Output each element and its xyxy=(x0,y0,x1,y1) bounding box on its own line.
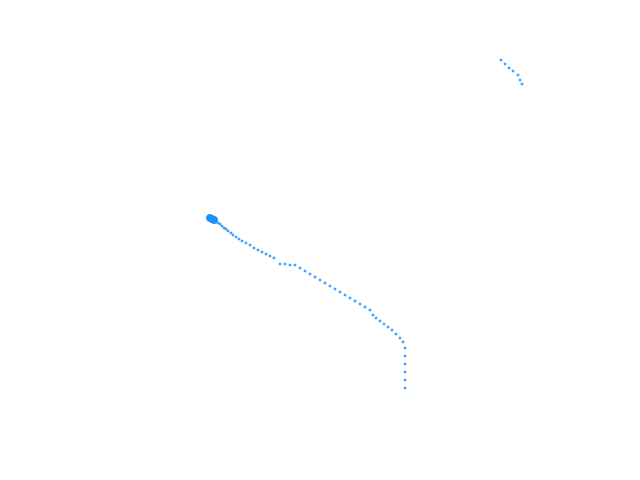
data-point xyxy=(374,316,378,320)
data-point xyxy=(518,78,522,82)
data-point xyxy=(248,243,252,247)
data-point xyxy=(348,296,352,300)
data-point xyxy=(403,386,407,390)
data-point xyxy=(268,254,272,258)
data-point xyxy=(386,325,390,329)
data-point xyxy=(264,252,268,256)
data-point xyxy=(368,308,372,312)
data-point xyxy=(318,278,322,282)
data-point xyxy=(394,332,398,336)
data-point xyxy=(398,336,402,340)
data-point xyxy=(313,275,317,279)
data-point xyxy=(231,233,235,237)
data-point xyxy=(333,287,337,291)
data-point xyxy=(252,246,256,250)
data-point xyxy=(390,328,394,332)
data-point xyxy=(293,263,297,267)
data-point xyxy=(256,248,260,252)
data-point xyxy=(403,354,407,358)
data-point xyxy=(278,262,282,266)
data-point xyxy=(503,62,507,66)
data-point xyxy=(353,299,357,303)
data-point xyxy=(323,281,327,285)
data-point xyxy=(211,220,215,224)
data-point xyxy=(343,293,347,297)
data-point xyxy=(260,250,264,254)
data-point xyxy=(511,69,515,73)
data-point xyxy=(516,73,520,77)
data-point xyxy=(229,231,233,235)
data-point xyxy=(507,66,511,70)
data-point xyxy=(363,305,367,309)
data-point xyxy=(244,241,248,245)
data-point xyxy=(403,378,407,382)
data-point xyxy=(288,263,292,267)
data-point xyxy=(328,284,332,288)
data-point xyxy=(272,256,276,260)
data-point xyxy=(371,313,375,317)
data-point xyxy=(401,340,405,344)
data-point xyxy=(499,58,503,62)
data-point xyxy=(240,239,244,243)
data-point xyxy=(283,262,287,266)
data-point xyxy=(403,346,407,350)
data-point xyxy=(403,370,407,374)
data-point xyxy=(214,219,218,223)
data-points xyxy=(206,58,524,390)
data-point xyxy=(220,224,224,228)
data-point xyxy=(403,362,407,366)
data-point xyxy=(303,269,307,273)
data-point xyxy=(226,229,230,233)
data-point xyxy=(338,290,342,294)
data-point xyxy=(308,272,312,276)
data-point xyxy=(382,322,386,326)
data-point xyxy=(237,237,241,241)
data-point xyxy=(298,266,302,270)
data-point xyxy=(218,222,222,226)
data-point xyxy=(378,319,382,323)
data-point xyxy=(234,235,238,239)
data-point xyxy=(224,227,228,231)
data-point xyxy=(520,82,524,86)
data-point xyxy=(358,302,362,306)
